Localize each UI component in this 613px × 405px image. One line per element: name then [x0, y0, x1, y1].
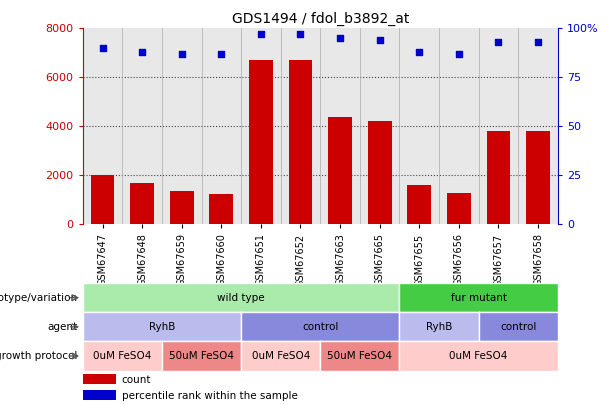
- Point: [414, 49, 424, 55]
- Point: [335, 35, 345, 41]
- Text: 0uM FeSO4: 0uM FeSO4: [93, 351, 151, 361]
- Point: [97, 45, 107, 51]
- Text: 0uM FeSO4: 0uM FeSO4: [251, 351, 310, 361]
- Text: control: control: [500, 322, 536, 332]
- Bar: [447, 192, 471, 224]
- Point: [493, 39, 503, 45]
- Bar: [328, 117, 352, 224]
- Text: genotype/variation: genotype/variation: [0, 293, 77, 303]
- Bar: [131, 183, 154, 224]
- Text: agent: agent: [47, 322, 77, 332]
- Text: RyhB: RyhB: [426, 322, 452, 332]
- Bar: [170, 191, 194, 224]
- Text: count: count: [121, 375, 151, 385]
- Bar: [289, 60, 313, 224]
- Point: [137, 49, 147, 55]
- Text: fur mutant: fur mutant: [451, 293, 507, 303]
- Title: GDS1494 / fdol_b3892_at: GDS1494 / fdol_b3892_at: [232, 12, 409, 26]
- Point: [177, 51, 186, 57]
- Bar: [368, 122, 392, 224]
- Text: 50uM FeSO4: 50uM FeSO4: [327, 351, 392, 361]
- Bar: [408, 185, 431, 224]
- Point: [216, 51, 226, 57]
- Text: RyhB: RyhB: [149, 322, 175, 332]
- Bar: [83, 390, 116, 401]
- Text: 0uM FeSO4: 0uM FeSO4: [449, 351, 508, 361]
- Bar: [83, 374, 116, 384]
- Bar: [210, 194, 233, 224]
- Point: [295, 31, 305, 38]
- Bar: [249, 60, 273, 224]
- Bar: [526, 131, 550, 224]
- Bar: [487, 131, 510, 224]
- Text: 50uM FeSO4: 50uM FeSO4: [169, 351, 234, 361]
- Point: [375, 37, 384, 43]
- Point: [256, 31, 266, 38]
- Bar: [91, 175, 115, 224]
- Text: wild type: wild type: [217, 293, 265, 303]
- Point: [454, 51, 464, 57]
- Point: [533, 39, 543, 45]
- Text: percentile rank within the sample: percentile rank within the sample: [121, 391, 297, 401]
- Text: control: control: [302, 322, 338, 332]
- Text: growth protocol: growth protocol: [0, 351, 77, 361]
